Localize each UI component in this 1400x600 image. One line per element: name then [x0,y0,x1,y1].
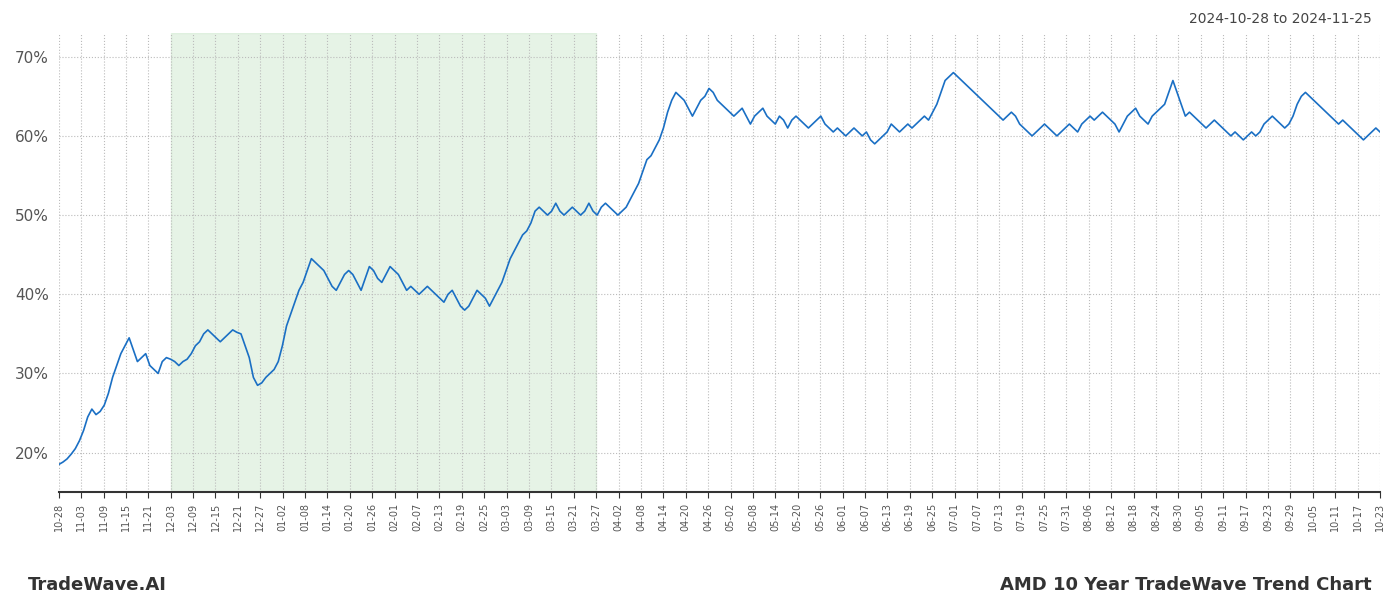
Text: AMD 10 Year TradeWave Trend Chart: AMD 10 Year TradeWave Trend Chart [1001,576,1372,594]
Text: 2024-10-28 to 2024-11-25: 2024-10-28 to 2024-11-25 [1189,12,1372,26]
Text: TradeWave.AI: TradeWave.AI [28,576,167,594]
Bar [171,33,596,492]
